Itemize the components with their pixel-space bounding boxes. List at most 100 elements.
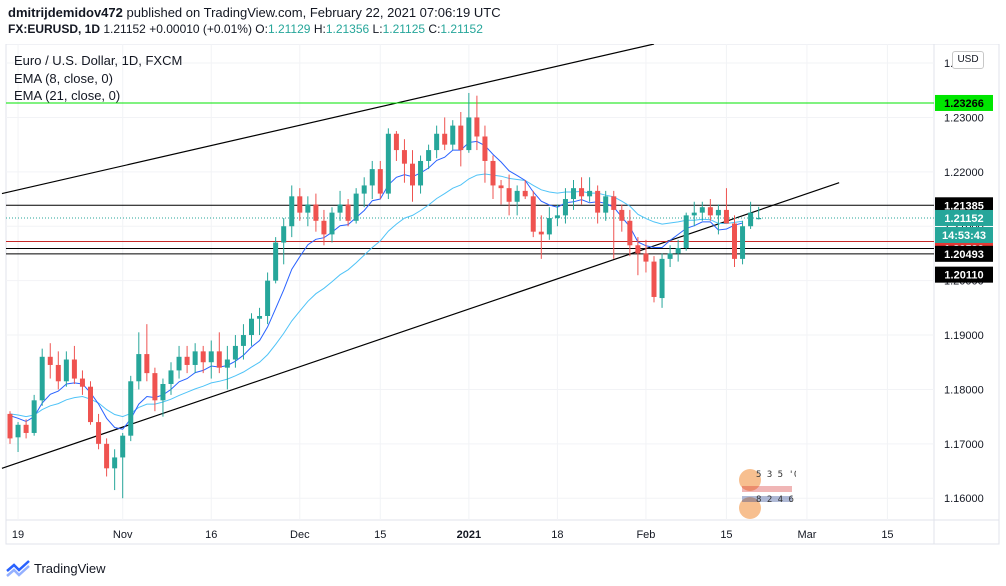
candle[interactable]: [498, 180, 504, 205]
candle[interactable]: [71, 345, 77, 384]
candle[interactable]: [329, 207, 335, 243]
candle[interactable]: [522, 180, 528, 200]
candle[interactable]: [627, 209, 633, 257]
candle[interactable]: [168, 362, 174, 395]
candle[interactable]: [208, 340, 214, 379]
candle[interactable]: [337, 190, 343, 221]
candle[interactable]: [313, 193, 319, 232]
candle[interactable]: [699, 201, 705, 221]
candle[interactable]: [393, 131, 399, 161]
candle[interactable]: [474, 95, 480, 151]
candle[interactable]: [249, 313, 254, 346]
candle[interactable]: [144, 324, 150, 382]
candle[interactable]: [63, 351, 69, 387]
candle[interactable]: [385, 128, 391, 200]
candle[interactable]: [184, 345, 190, 374]
candle[interactable]: [554, 204, 560, 227]
candle[interactable]: [345, 199, 351, 227]
candle[interactable]: [353, 188, 359, 224]
candle[interactable]: [442, 117, 448, 151]
candle[interactable]: [305, 196, 311, 227]
candle[interactable]: [112, 449, 118, 491]
legend-ema8[interactable]: EMA (8, close, 0): [14, 71, 113, 86]
candle[interactable]: [401, 139, 407, 183]
candle[interactable]: [224, 345, 230, 390]
candle[interactable]: [160, 378, 166, 417]
candle[interactable]: [579, 177, 585, 205]
candle[interactable]: [748, 201, 754, 229]
candle[interactable]: [538, 215, 544, 259]
candle[interactable]: [683, 212, 689, 251]
candle[interactable]: [651, 256, 657, 303]
candle[interactable]: [611, 190, 617, 259]
candle[interactable]: [361, 177, 367, 208]
candle[interactable]: [15, 422, 21, 452]
candle[interactable]: [571, 180, 576, 210]
candle[interactable]: [240, 324, 246, 360]
candle[interactable]: [297, 188, 303, 221]
candle[interactable]: [257, 307, 263, 336]
candle[interactable]: [88, 381, 93, 425]
candle[interactable]: [232, 335, 238, 368]
author-name[interactable]: dmitrijdemidov472: [8, 5, 123, 20]
candle[interactable]: [79, 370, 85, 395]
candle[interactable]: [273, 237, 279, 284]
candle[interactable]: [289, 185, 295, 238]
candle[interactable]: [619, 204, 625, 232]
candle[interactable]: [104, 438, 110, 477]
candle[interactable]: [675, 239, 681, 262]
candle[interactable]: [426, 144, 432, 170]
candle[interactable]: [667, 245, 673, 268]
candle[interactable]: [691, 201, 697, 227]
time-axis[interactable]: 19 Nov 16 Dec 15 2021 18 Feb 15 Mar 15: [12, 529, 894, 541]
candle[interactable]: [450, 120, 456, 151]
trendline-upper[interactable]: [1, 44, 655, 195]
candle[interactable]: [31, 394, 37, 436]
candle[interactable]: [740, 220, 746, 265]
candle[interactable]: [643, 239, 649, 273]
candle[interactable]: [587, 177, 593, 202]
candle[interactable]: [192, 343, 198, 374]
candle[interactable]: [707, 199, 713, 221]
candle[interactable]: [418, 155, 424, 194]
candle[interactable]: [47, 343, 53, 379]
candle[interactable]: [562, 188, 568, 224]
candle[interactable]: [55, 351, 61, 390]
candle[interactable]: [434, 125, 440, 159]
candle[interactable]: [96, 413, 102, 450]
candle[interactable]: [723, 188, 729, 224]
candle[interactable]: [152, 367, 158, 412]
candle[interactable]: [265, 272, 271, 325]
candle[interactable]: [715, 204, 721, 235]
candle[interactable]: [7, 411, 13, 444]
candle[interactable]: [482, 125, 488, 183]
candle[interactable]: [466, 92, 472, 153]
candle[interactable]: [281, 218, 287, 265]
ema21-line[interactable]: [9, 173, 743, 418]
candle[interactable]: [321, 209, 327, 246]
candle[interactable]: [369, 160, 375, 200]
candle[interactable]: [120, 432, 126, 499]
candle[interactable]: [216, 332, 222, 374]
candle[interactable]: [530, 190, 536, 238]
candle[interactable]: [595, 185, 601, 224]
tradingview-logo-icon[interactable]: [6, 560, 30, 578]
candle[interactable]: [39, 348, 45, 406]
candle[interactable]: [659, 253, 665, 308]
ema8-line[interactable]: [9, 140, 743, 430]
price-chart[interactable]: 1.160001.170001.180001.190001.200001.210…: [0, 44, 1006, 556]
candle[interactable]: [377, 160, 383, 200]
trendline-lower[interactable]: [1, 182, 840, 469]
candle[interactable]: [756, 206, 762, 220]
candle[interactable]: [200, 345, 206, 374]
candle[interactable]: [136, 332, 142, 390]
candle[interactable]: [176, 345, 182, 379]
candle[interactable]: [128, 375, 134, 442]
candle[interactable]: [635, 237, 641, 276]
currency-button[interactable]: USD: [952, 51, 984, 69]
candle[interactable]: [732, 215, 737, 268]
candle[interactable]: [506, 174, 512, 216]
candle[interactable]: [410, 150, 415, 202]
legend-ema21[interactable]: EMA (21, close, 0): [14, 88, 121, 103]
candle[interactable]: [603, 190, 609, 221]
